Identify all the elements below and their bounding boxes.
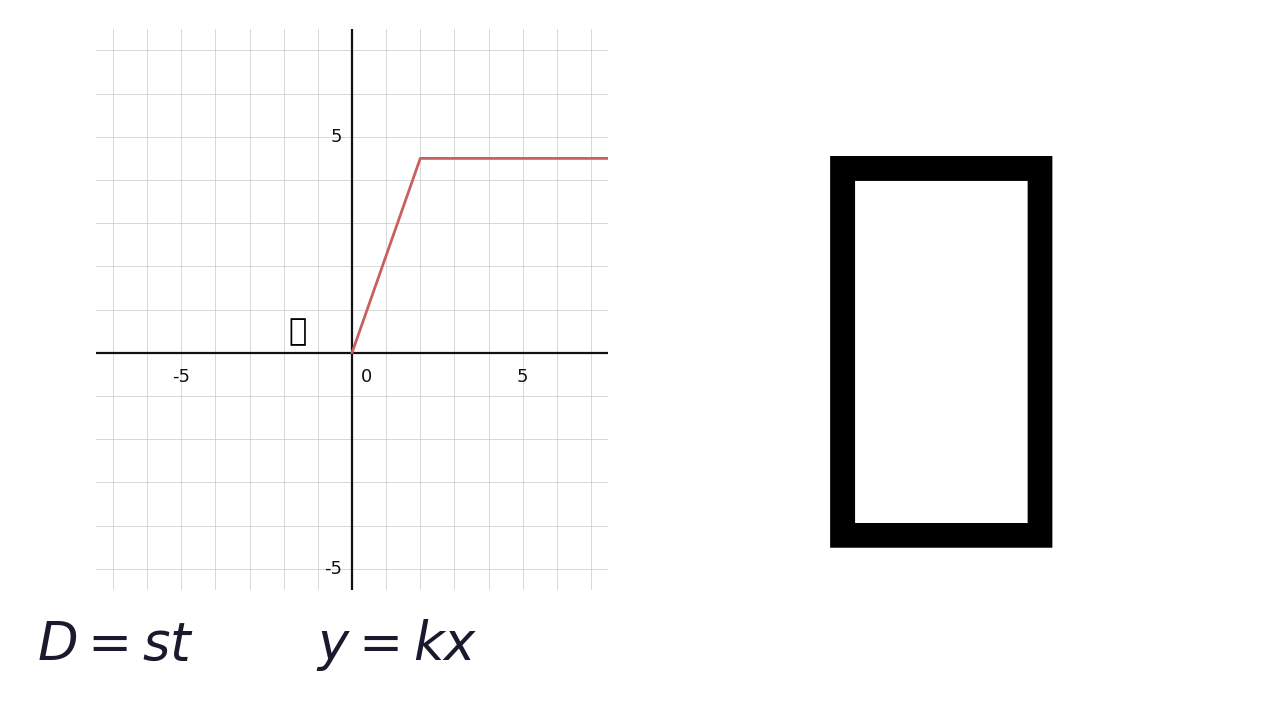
Text: 🚙: 🚙 [288, 317, 306, 346]
Text: 5: 5 [330, 128, 342, 145]
Text: $D = st$: $D = st$ [37, 619, 193, 671]
Text: 5: 5 [517, 368, 529, 386]
Text: -5: -5 [173, 368, 191, 386]
Text: $y = kx$: $y = kx$ [316, 617, 477, 673]
Text: -5: -5 [324, 560, 342, 577]
Text: 🚴: 🚴 [808, 130, 1074, 561]
Text: 0: 0 [361, 368, 371, 386]
